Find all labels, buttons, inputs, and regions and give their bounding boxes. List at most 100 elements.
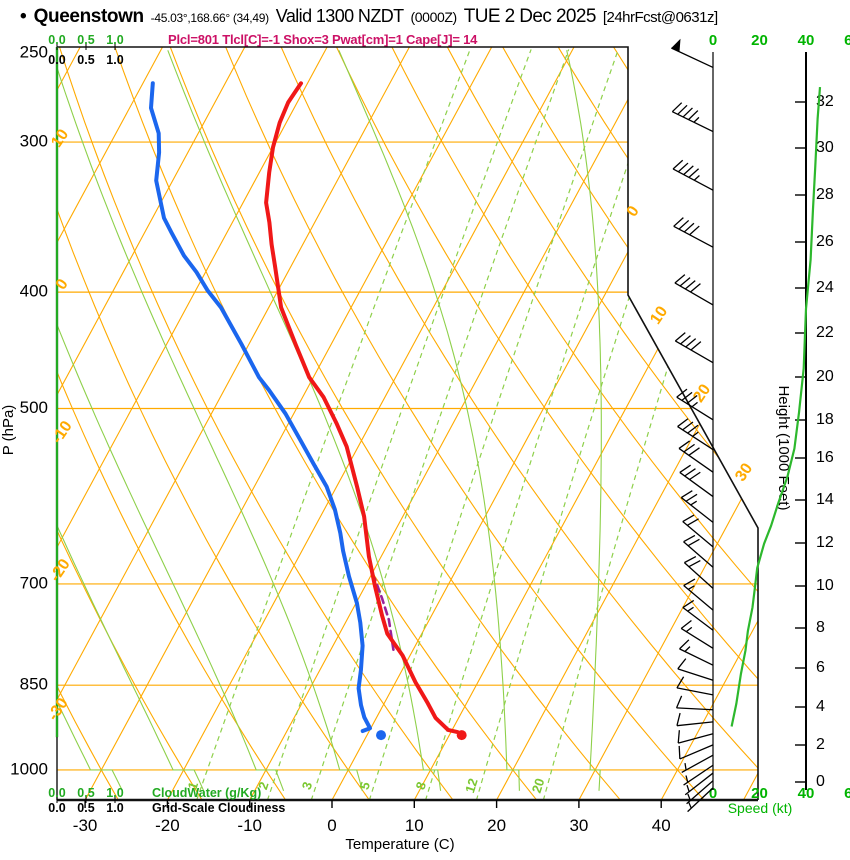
- forecast-run: [24hrFcst@0631z]: [602, 9, 718, 26]
- chart-title: • Queenstown -45.03°,168.66° (34,49) Val…: [20, 6, 840, 28]
- station-coordinates: -45.03°,168.66° (34,49): [150, 11, 269, 25]
- dry-adiabat: [279, 47, 758, 800]
- svg-text:10: 10: [405, 816, 424, 835]
- svg-text:18: 18: [816, 411, 834, 428]
- isotherm: [57, 47, 246, 800]
- cloud-scale-labels: 0.00.00.00.00.50.50.50.51.01.01.01.0Clou…: [48, 33, 285, 815]
- isotherm: [660, 47, 758, 800]
- svg-text:0.5: 0.5: [77, 801, 94, 815]
- svg-text:60: 60: [844, 785, 850, 802]
- pressure-axis-title: P (hPa): [0, 405, 17, 456]
- svg-text:20: 20: [816, 368, 834, 385]
- svg-text:1.0: 1.0: [106, 801, 123, 815]
- dry-adiabat: [57, 47, 370, 800]
- svg-text:5: 5: [357, 780, 374, 792]
- svg-text:500: 500: [20, 398, 48, 417]
- mixing-ratio-line: [310, 49, 570, 800]
- mixing-ratio-line: [196, 49, 471, 800]
- mixing-ratio-line: [475, 49, 710, 800]
- cloudiness-axis-title: Grid-Scale Cloudiness: [152, 801, 285, 815]
- svg-text:0: 0: [816, 773, 825, 790]
- svg-text:12: 12: [462, 776, 481, 794]
- svg-text:700: 700: [20, 573, 48, 592]
- svg-text:0.5: 0.5: [77, 786, 94, 800]
- dry-adiabat: [168, 47, 622, 800]
- svg-text:30: 30: [816, 139, 834, 156]
- svg-text:20: 20: [487, 816, 506, 835]
- dry-adiabat: [58, 47, 454, 800]
- svg-text:0.5: 0.5: [77, 33, 94, 47]
- svg-text:4: 4: [816, 698, 825, 715]
- svg-text:-10: -10: [237, 816, 262, 835]
- svg-text:1.0: 1.0: [106, 33, 123, 47]
- height-axis-title: Height (1000 Feet): [775, 385, 792, 510]
- temperature-axis-title: Temperature (C): [345, 836, 454, 853]
- svg-text:10: 10: [816, 577, 834, 594]
- svg-text:-30: -30: [73, 816, 98, 835]
- svg-text:20: 20: [751, 785, 768, 802]
- isotherm: [249, 47, 657, 800]
- svg-text:-10: -10: [49, 418, 76, 447]
- svg-text:400: 400: [20, 282, 48, 301]
- svg-text:0: 0: [53, 276, 72, 293]
- svg-text:250: 250: [20, 42, 48, 61]
- svg-text:6: 6: [816, 659, 825, 676]
- svg-text:1: 1: [185, 780, 202, 792]
- svg-text:0.0: 0.0: [48, 786, 65, 800]
- svg-text:850: 850: [20, 675, 48, 694]
- dry-adiabat: [334, 47, 758, 800]
- isotherm: [84, 47, 493, 800]
- svg-text:0.0: 0.0: [48, 33, 65, 47]
- plot-frame: [55, 46, 759, 802]
- svg-text:20: 20: [751, 32, 768, 49]
- svg-text:10: 10: [647, 303, 671, 327]
- isotherm: [57, 47, 328, 800]
- dry-adiabat: [445, 47, 758, 800]
- svg-text:0: 0: [624, 203, 643, 220]
- svg-text:16: 16: [816, 449, 834, 466]
- dry-adiabat: [390, 47, 758, 800]
- svg-text:24: 24: [816, 279, 834, 296]
- svg-text:40: 40: [798, 32, 815, 49]
- skewt-gridlines: [57, 47, 758, 800]
- mixing-ratio-line: [266, 49, 532, 800]
- mixing-ratio-line: [542, 49, 758, 800]
- isotherm: [57, 47, 164, 800]
- dry-adiabat: [611, 47, 758, 800]
- dry-adiabat: [500, 47, 758, 800]
- cloudwater-axis-title: CloudWater (g/Kg): [152, 786, 261, 800]
- svg-text:12: 12: [816, 534, 834, 551]
- svg-text:26: 26: [816, 233, 834, 250]
- svg-text:30: 30: [732, 460, 756, 484]
- svg-text:22: 22: [816, 324, 834, 341]
- svg-text:0: 0: [709, 785, 717, 802]
- svg-text:-20: -20: [47, 556, 74, 585]
- svg-text:60: 60: [844, 32, 850, 49]
- mixing-ratio-labels: 1 2 3 5 8 12 20: [185, 776, 548, 794]
- isotherm: [413, 47, 758, 800]
- surface-dewpoint-dot: [376, 730, 387, 741]
- svg-text:40: 40: [798, 785, 815, 802]
- moist-adiabat: [566, 50, 602, 791]
- svg-text:2: 2: [255, 780, 272, 792]
- isotherm: [578, 47, 758, 800]
- station-name: Queenstown: [33, 6, 144, 27]
- moist-adiabat: [57, 50, 205, 792]
- svg-text:1.0: 1.0: [106, 53, 123, 67]
- wind-barbs: [671, 38, 714, 813]
- dry-adiabat: [223, 47, 705, 800]
- svg-text:0.0: 0.0: [48, 801, 65, 815]
- svg-text:1000: 1000: [10, 759, 48, 778]
- svg-text:8: 8: [413, 780, 430, 792]
- station-bullet-icon: •: [20, 6, 27, 27]
- temperature-profile: [264, 81, 460, 735]
- svg-text:20: 20: [690, 381, 714, 405]
- svg-text:10: 10: [48, 126, 72, 150]
- dry-adiabat: [113, 47, 538, 800]
- svg-text:20: 20: [529, 776, 548, 794]
- temperature-tick-labels: -30 -20 -10 0 10 20 30 40 Temperature (C): [73, 800, 671, 853]
- svg-text:0.0: 0.0: [48, 53, 65, 67]
- mixing-ratio-line: [424, 49, 667, 800]
- dry-adiabat: [57, 47, 203, 800]
- svg-text:14: 14: [816, 491, 834, 508]
